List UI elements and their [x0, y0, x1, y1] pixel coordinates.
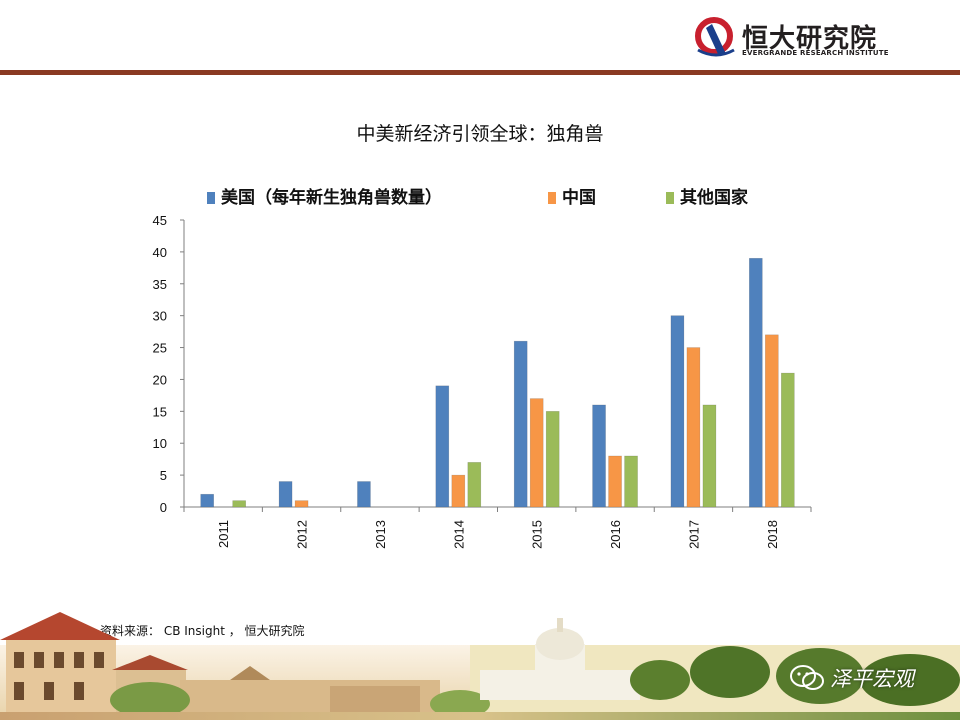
- logo-chinese-text: 恒大研究院: [742, 24, 878, 54]
- y-tick-label: 20: [153, 372, 167, 387]
- bar-usa-2017: [670, 315, 685, 508]
- bar-usa-2018: [749, 257, 763, 508]
- y-tick-label: 35: [153, 277, 167, 292]
- y-tick-label: 45: [153, 213, 167, 228]
- bar-usa-2012: [278, 481, 293, 508]
- wechat-watermark: 泽平宏观: [790, 660, 914, 696]
- y-tick-label: 5: [160, 468, 167, 483]
- legend-item-china: 中国: [548, 183, 596, 208]
- bar-china-2017: [686, 347, 701, 508]
- legend-label-china: 中国: [562, 188, 596, 208]
- bar-china-2014: [451, 474, 466, 508]
- y-tick-label: 0: [160, 500, 167, 515]
- x-tick-label: 2013: [373, 520, 388, 549]
- watermark-text: 泽平宏观: [830, 667, 914, 691]
- header: 恒大研究院 EVERGRANDE RESEARCH INSTITUTE: [0, 0, 960, 70]
- y-tick-label: 10: [153, 436, 167, 451]
- bar-other-2011: [232, 500, 246, 508]
- footer-building-illustration: [0, 612, 960, 720]
- y-tick-label: 30: [153, 309, 167, 324]
- bar-china-2015: [529, 398, 544, 508]
- evergrande-logo-icon: [695, 17, 735, 57]
- header-divider: [0, 70, 960, 75]
- evergrande-logo: 恒大研究院 EVERGRANDE RESEARCH INSTITUTE: [694, 16, 889, 60]
- legend-item-other: 其他国家: [666, 183, 748, 208]
- legend-label-usa: 美国（每年新生独角兽数量）: [221, 188, 442, 208]
- bar-other-2017: [702, 404, 717, 508]
- logo-english-text: EVERGRANDE RESEARCH INSTITUTE: [742, 49, 889, 57]
- legend-item-usa: 美国（每年新生独角兽数量）: [207, 183, 442, 208]
- bar-usa-2015: [513, 340, 528, 508]
- bar-usa-2011: [200, 493, 214, 508]
- bar-other-2014: [467, 462, 482, 508]
- wechat-icon: [790, 665, 824, 690]
- bar-other-2018: [781, 372, 795, 508]
- bar-chart: 0 5 10 15 20 25 30 35 40 45 2011 2012 2013 2014 2015 20…: [153, 213, 812, 549]
- bar-china-2016: [608, 455, 622, 508]
- legend-swatch-usa: [207, 192, 215, 204]
- bar-china-2018: [765, 334, 779, 508]
- bar-usa-2013: [357, 481, 371, 508]
- y-tick-label: 40: [153, 245, 167, 260]
- chart-title: 中美新经济引领全球：独角兽: [356, 123, 604, 145]
- y-tick-label: 25: [153, 341, 167, 356]
- x-tick-label: 2018: [765, 520, 780, 549]
- source-note: 资料来源： CB Insight ， 恒大研究院: [100, 624, 305, 638]
- x-tick-label: 2014: [451, 520, 466, 549]
- bar-china-2012: [294, 500, 309, 508]
- bar-other-2015: [545, 411, 560, 508]
- x-tick-label: 2017: [686, 520, 701, 549]
- x-tick-label: 2012: [295, 520, 310, 549]
- bar-usa-2016: [592, 404, 606, 508]
- x-tick-label: 2015: [530, 520, 545, 549]
- legend-swatch-china: [548, 192, 556, 204]
- legend-label-other: 其他国家: [680, 188, 748, 208]
- y-tick-label: 15: [153, 404, 167, 419]
- legend-swatch-other: [666, 192, 674, 204]
- bar-usa-2014: [435, 385, 450, 508]
- x-tick-label: 2016: [608, 520, 623, 549]
- bar-other-2016: [624, 455, 638, 508]
- x-tick-label: 2011: [216, 520, 231, 548]
